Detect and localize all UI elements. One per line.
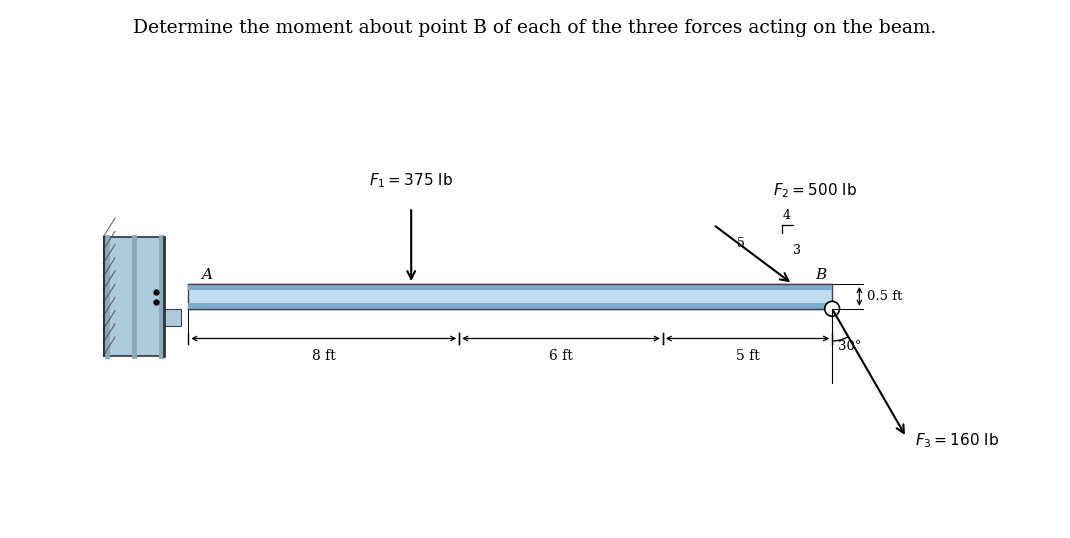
Text: B: B: [815, 268, 826, 282]
Text: 30°: 30°: [838, 340, 861, 353]
Text: $F_1 = 375\ \mathrm{lb}$: $F_1 = 375\ \mathrm{lb}$: [369, 171, 453, 190]
Text: 8 ft: 8 ft: [312, 349, 336, 363]
Text: 5 ft: 5 ft: [735, 349, 760, 363]
Text: 5: 5: [736, 237, 745, 250]
Polygon shape: [164, 309, 181, 326]
Text: $F_2 = 500\ \mathrm{lb}$: $F_2 = 500\ \mathrm{lb}$: [773, 181, 857, 200]
Text: 6 ft: 6 ft: [549, 349, 572, 363]
Polygon shape: [188, 302, 832, 309]
Text: $F_3 = 160\ \mathrm{lb}$: $F_3 = 160\ \mathrm{lb}$: [915, 431, 999, 450]
Text: 3: 3: [794, 244, 801, 257]
Circle shape: [825, 301, 840, 316]
Text: Determine the moment about point B of each of the three forces acting on the bea: Determine the moment about point B of ea…: [134, 19, 936, 37]
Polygon shape: [188, 284, 832, 309]
Polygon shape: [188, 284, 832, 290]
Text: 4: 4: [783, 209, 791, 222]
Text: A: A: [201, 268, 212, 282]
Polygon shape: [104, 237, 164, 356]
Text: 0.5 ft: 0.5 ft: [867, 290, 902, 303]
